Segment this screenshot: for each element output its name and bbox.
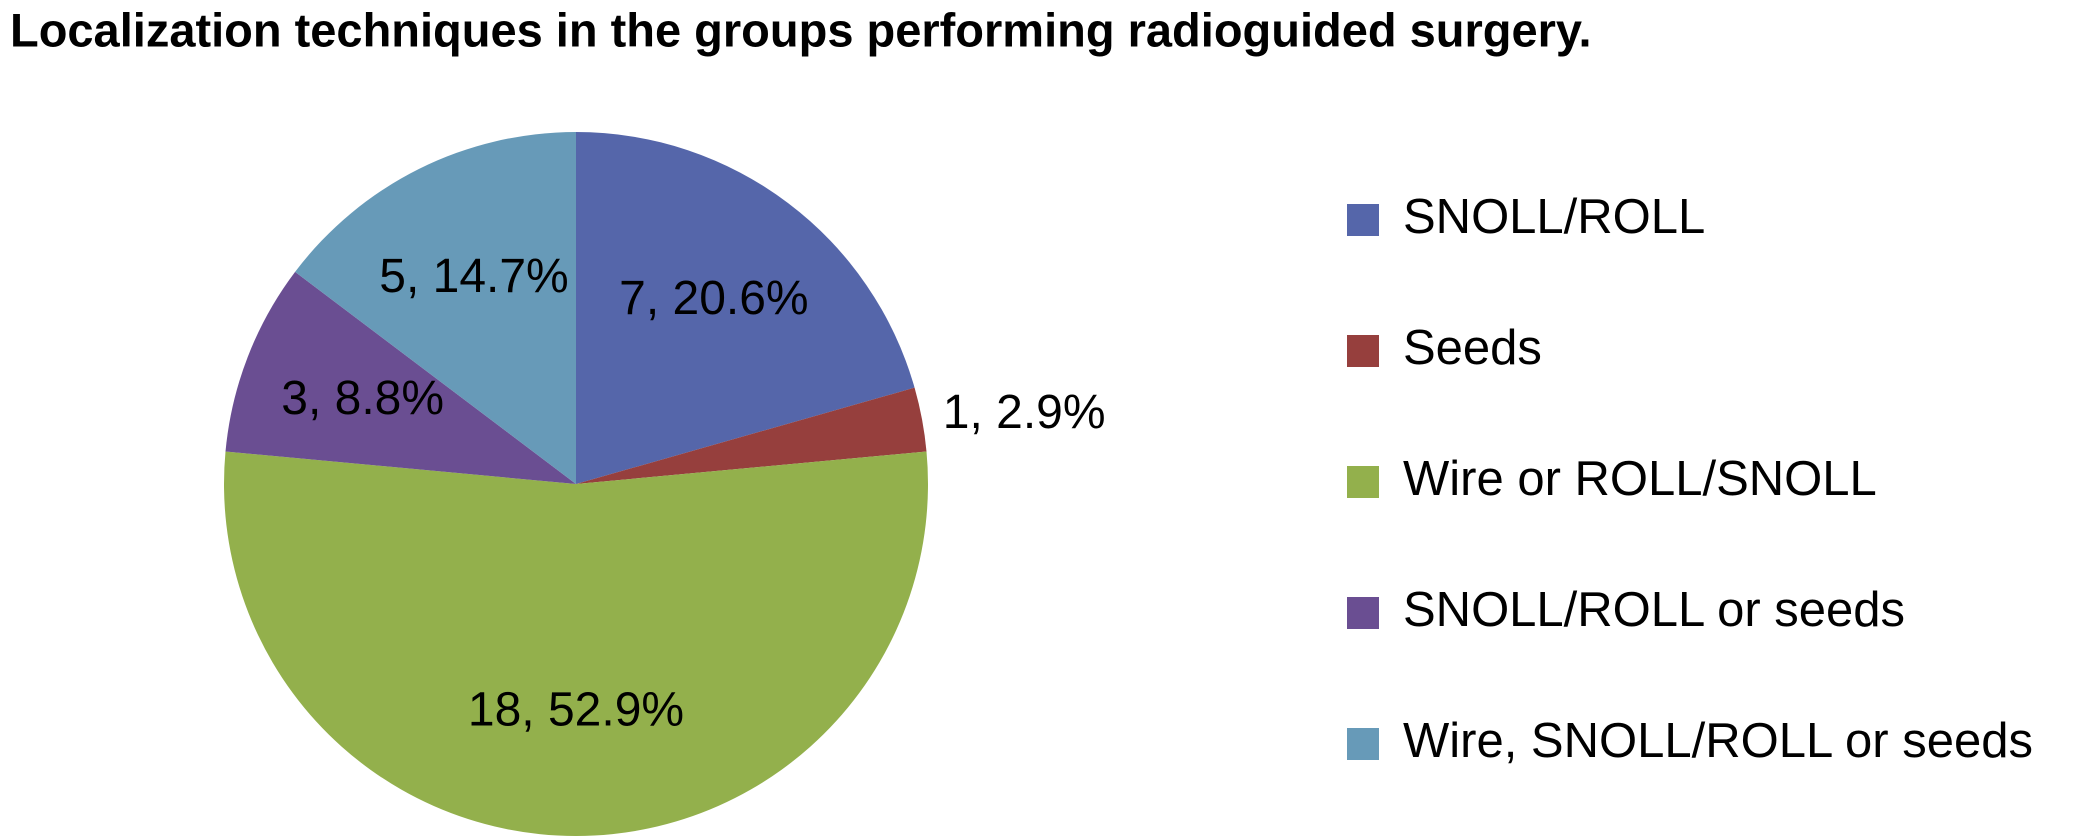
chart-title: Localization techniques in the groups pe… [10, 3, 1592, 56]
pie-slice [223, 451, 928, 836]
legend-label: SNOLL/ROLL [1403, 190, 1705, 244]
legend-label: Wire or ROLL/SNOLL [1403, 452, 1877, 506]
pie-slice [295, 132, 576, 484]
legend-swatch [1347, 466, 1379, 498]
legend-swatch [1347, 335, 1379, 367]
data-label: 7, 20.6% [619, 272, 808, 325]
pie-slice [576, 387, 927, 484]
data-label: 18, 52.9% [468, 683, 684, 736]
data-label: 1, 2.9% [943, 386, 1106, 439]
data-label: 5, 14.7% [379, 250, 568, 303]
legend-swatch [1347, 204, 1379, 236]
legend-swatch [1347, 728, 1379, 760]
legend-label: Seeds [1403, 321, 1542, 375]
data-label: 3, 8.8% [281, 372, 444, 425]
legend-label: Wire, SNOLL/ROLL or seeds [1403, 714, 2033, 768]
pie-slice [576, 132, 915, 484]
legend-swatch [1347, 597, 1379, 629]
pie-slice [225, 271, 576, 484]
legend-label: SNOLL/ROLL or seeds [1403, 583, 1905, 637]
